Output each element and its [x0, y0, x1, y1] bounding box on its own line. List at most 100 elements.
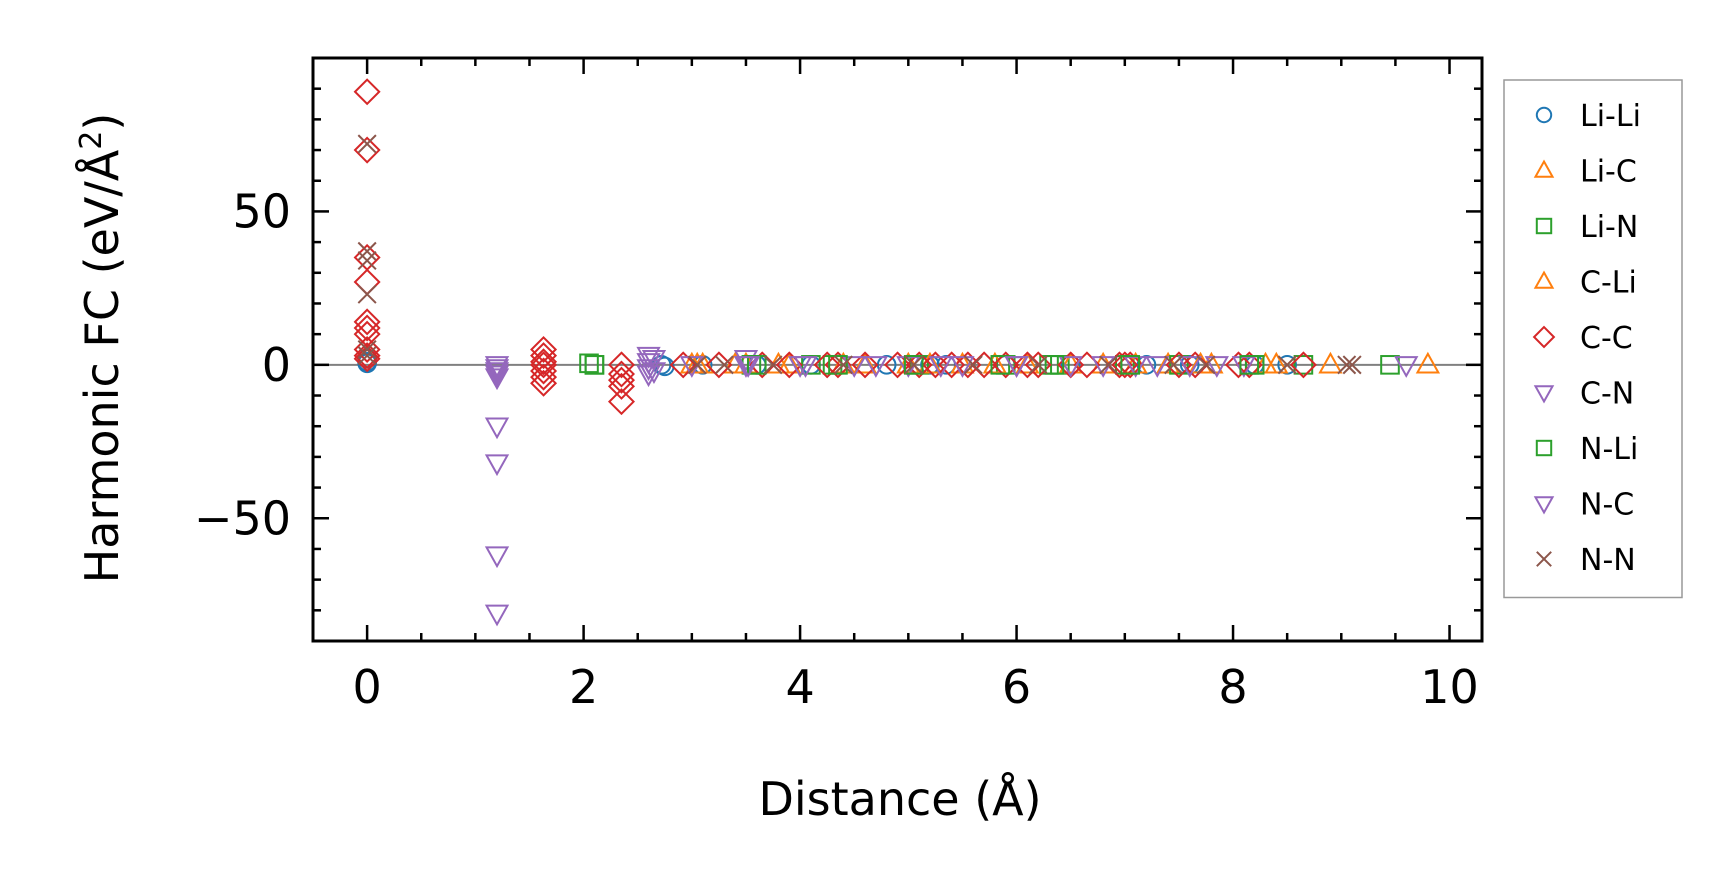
legend-label: C-C: [1580, 321, 1633, 356]
legend-marker: [1533, 270, 1555, 289]
data-point: [1169, 355, 1189, 375]
data-point: [530, 348, 558, 376]
plot-frame: [311, 56, 1484, 643]
data-point: [904, 355, 924, 375]
data-point: [863, 356, 889, 378]
data-point: [636, 346, 661, 369]
legend-label: N-Li: [1580, 432, 1638, 467]
data-point: [1204, 356, 1229, 378]
data-point: [687, 355, 707, 375]
data-point: [1394, 356, 1419, 378]
data-point: [982, 351, 1008, 374]
data-point: [1239, 355, 1260, 375]
data-point: [641, 350, 667, 372]
x-axis-label: Distance (Å): [758, 772, 1041, 826]
data-point: [530, 369, 558, 397]
x-tick-label: 2: [569, 660, 598, 714]
x-tick-label: 8: [1218, 660, 1247, 714]
y-axis-label: Harmonic FC (eV/Å2): [74, 113, 130, 584]
legend-marker: [1535, 217, 1553, 235]
data-point: [1277, 355, 1297, 375]
data-point: [1337, 355, 1357, 375]
data-point: [1091, 356, 1116, 378]
data-point: [1028, 355, 1048, 375]
data-point: [963, 355, 983, 375]
series-n-n: [357, 134, 1362, 375]
data-point: [607, 360, 636, 388]
legend-marker: [1536, 551, 1552, 567]
axes: 0 2 4 6 8 10 −50 0 50: [194, 56, 1484, 714]
data-point: [1179, 355, 1200, 375]
data-point: [992, 351, 1020, 379]
data-point: [484, 454, 510, 477]
legend-label: N-N: [1580, 543, 1636, 578]
data-point: [607, 388, 636, 416]
data-point: [679, 356, 704, 378]
data-point: [530, 363, 558, 391]
data-point: [692, 355, 713, 375]
data-point: [484, 365, 510, 388]
data-point: [357, 339, 377, 360]
data-point: [607, 351, 636, 379]
legend-item: N-C: [1533, 488, 1634, 523]
data-point: [607, 372, 636, 400]
data-point: [669, 351, 697, 379]
data-point: [714, 355, 734, 375]
legend-marker: [1535, 106, 1553, 124]
data-point: [353, 136, 381, 164]
data-point: [793, 356, 818, 378]
data-point: [1196, 355, 1216, 375]
x-tick-label: 0: [352, 660, 381, 714]
legend-label: Li-N: [1580, 210, 1638, 245]
data-point: [530, 357, 558, 385]
legend-label: Li-Li: [1580, 99, 1641, 134]
data-point: [1289, 351, 1317, 379]
series-c-c: [353, 78, 1317, 416]
data-point: [1145, 356, 1170, 378]
data-point: [990, 355, 1011, 375]
data-point: [1004, 356, 1029, 378]
data-point: [1015, 351, 1040, 374]
data-point: [484, 417, 510, 440]
data-point: [1415, 351, 1441, 374]
data-point: [842, 356, 867, 378]
y-tick-label: 0: [262, 338, 291, 392]
x-tick-label: 4: [785, 660, 814, 714]
data-point: [530, 342, 558, 370]
data-point: [1318, 351, 1343, 374]
legend-label: C-Li: [1580, 266, 1637, 301]
data-point: [584, 355, 605, 375]
legend-item: Li-Li: [1535, 99, 1641, 134]
legend-item: C-Li: [1533, 266, 1637, 301]
data-point: [607, 366, 636, 394]
legend-box: [1503, 79, 1683, 599]
data-point: [353, 243, 381, 271]
data-point: [1058, 356, 1083, 378]
data-point: [851, 351, 879, 379]
data-point: [353, 335, 381, 364]
data-point: [353, 268, 381, 296]
data-point: [1264, 351, 1289, 374]
data-point: [1277, 355, 1297, 375]
legend-marker: [1533, 159, 1555, 178]
legend-item: N-N: [1536, 543, 1636, 578]
data-point: [852, 351, 878, 374]
data-point: [353, 78, 381, 106]
data-point: [763, 355, 783, 375]
y-tick-label: 50: [232, 184, 291, 238]
data-point: [1099, 355, 1119, 375]
data-point: [1177, 356, 1202, 378]
data-point: [896, 356, 921, 378]
data-point: [1231, 356, 1257, 378]
data-point: [484, 604, 510, 627]
legend-marker: [1533, 496, 1555, 515]
data-point: [484, 362, 510, 385]
legend-item: C-N: [1533, 377, 1634, 412]
data-point: [357, 251, 377, 271]
data-point: [530, 351, 558, 379]
series-n-c: [484, 350, 1229, 388]
legend-marker: [1532, 325, 1556, 349]
data-point: [950, 356, 975, 378]
legend-label: Li-C: [1580, 155, 1637, 190]
